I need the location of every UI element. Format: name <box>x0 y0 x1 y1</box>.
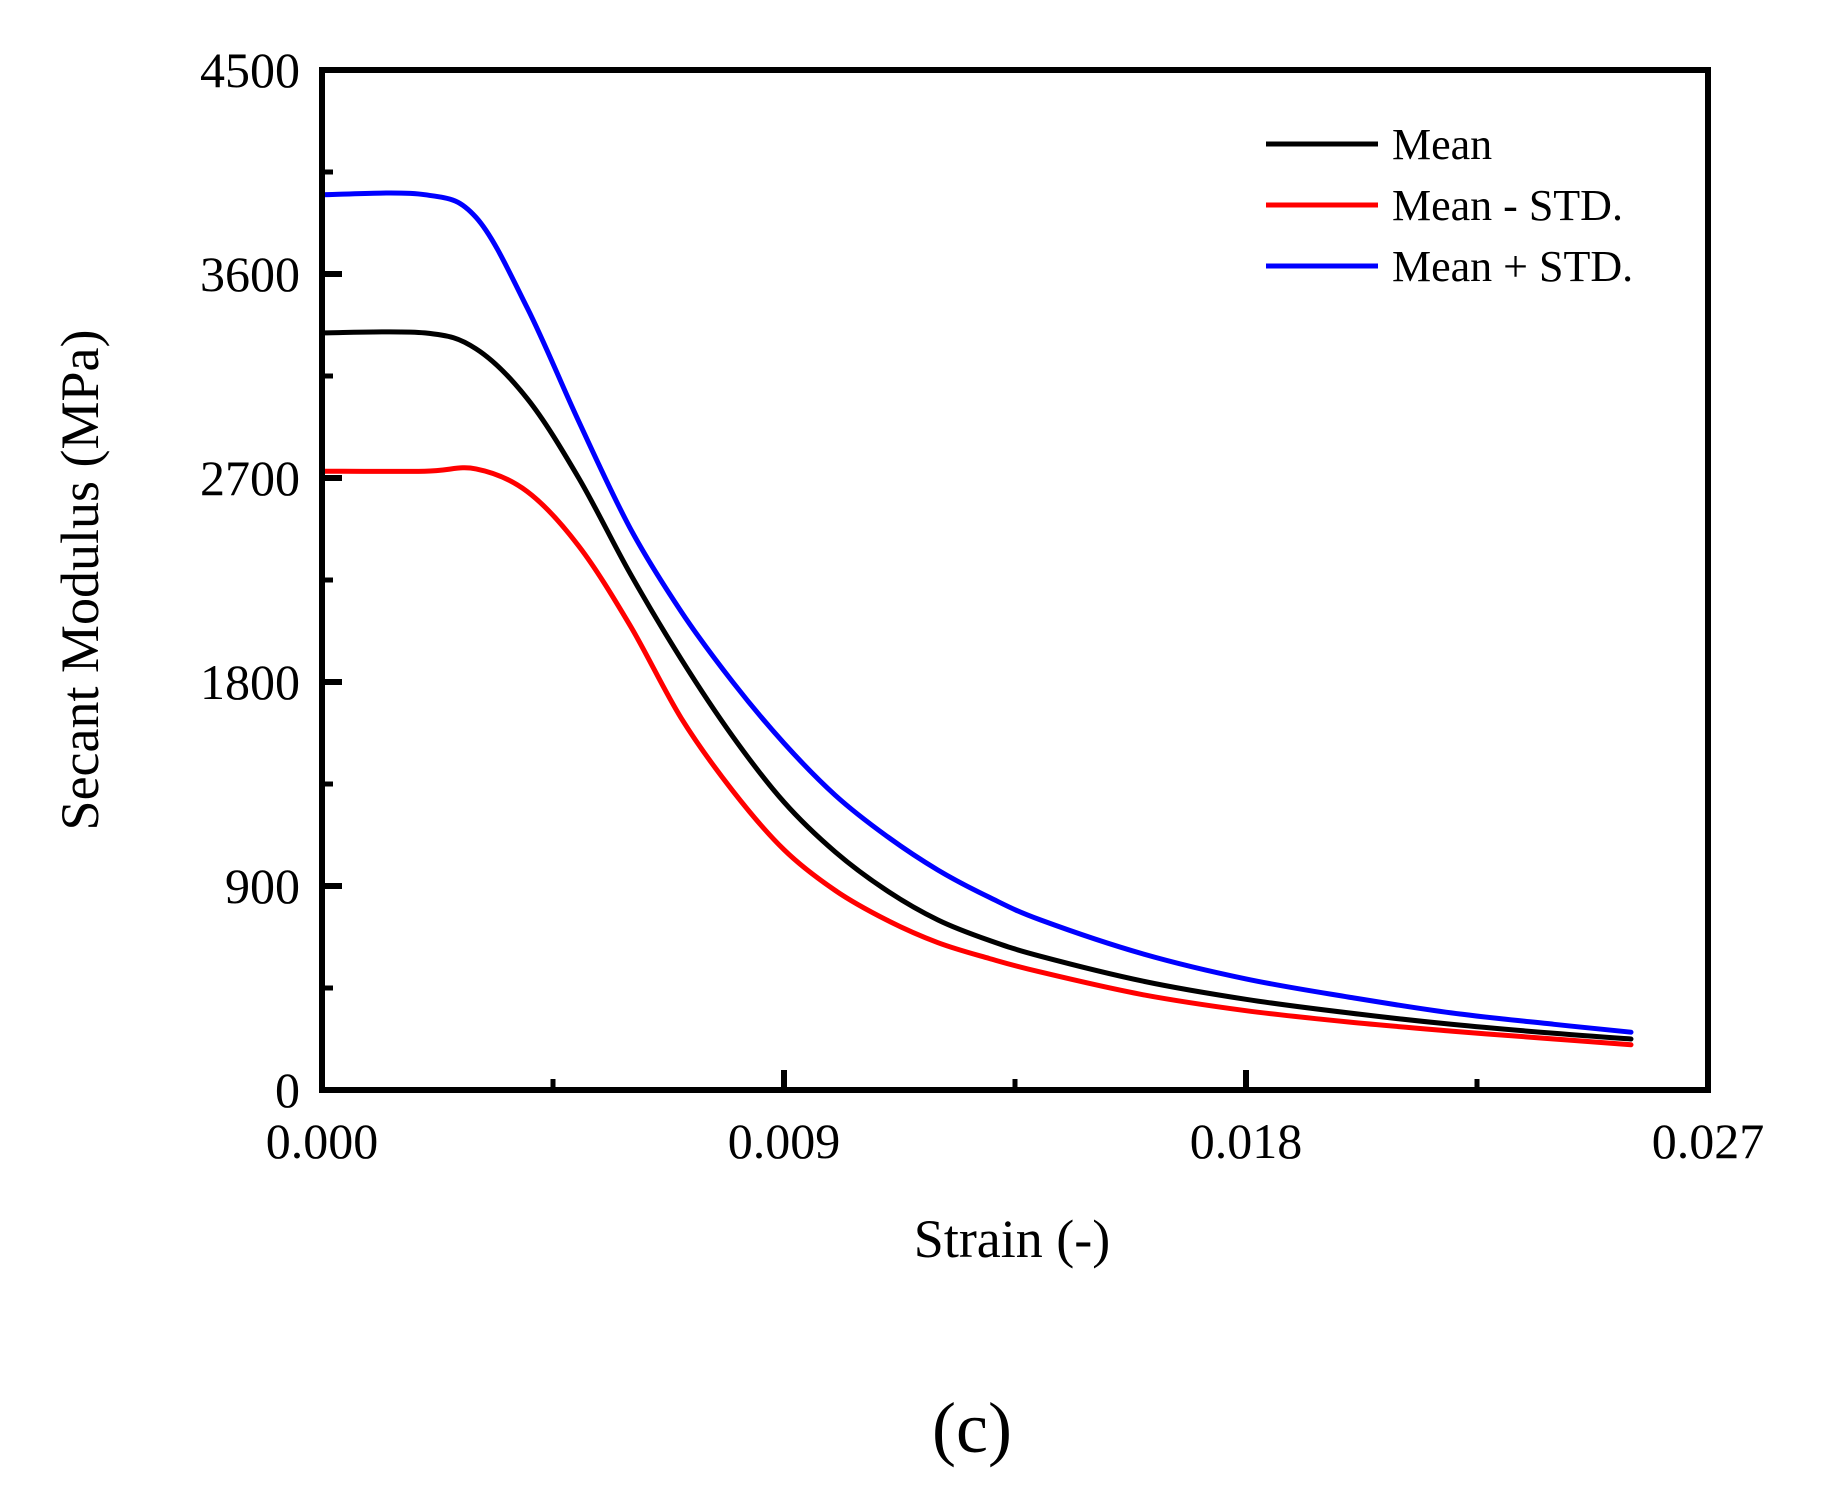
series-line-mean-std <box>319 190 1634 1035</box>
y-tick-label: 1800 <box>200 654 300 710</box>
legend-label-mean-std: Mean + STD. <box>1392 242 1633 291</box>
legend-label-mean-std: Mean - STD. <box>1392 181 1623 230</box>
panel-label: (c) <box>932 1388 1012 1468</box>
y-tick-label: 900 <box>225 858 300 914</box>
y-axis-ticks: 0 900 1800 2700 3600 4500 <box>200 42 342 1118</box>
y-axis-title: Secant Modulus (MPa) <box>50 330 110 831</box>
x-axis-ticks: 0.000 0.009 0.018 0.027 <box>266 1070 1765 1169</box>
x-axis-title: Strain (-) <box>914 1209 1110 1269</box>
y-tick-label: 2700 <box>200 450 300 506</box>
legend: Mean Mean - STD. Mean + STD. <box>1266 120 1633 291</box>
x-tick-label: 0.009 <box>728 1113 841 1169</box>
legend-label-mean: Mean <box>1392 120 1492 169</box>
plot-series-group <box>319 190 1634 1048</box>
y-tick-label: 3600 <box>200 246 300 302</box>
y-tick-label: 0 <box>275 1062 300 1118</box>
series-line-mean-std <box>319 465 1634 1048</box>
x-tick-label: 0.027 <box>1652 1113 1765 1169</box>
series-line-mean <box>319 329 1634 1042</box>
y-tick-label: 4500 <box>200 42 300 98</box>
x-tick-label: 0.018 <box>1190 1113 1303 1169</box>
x-tick-label: 0.000 <box>266 1113 379 1169</box>
